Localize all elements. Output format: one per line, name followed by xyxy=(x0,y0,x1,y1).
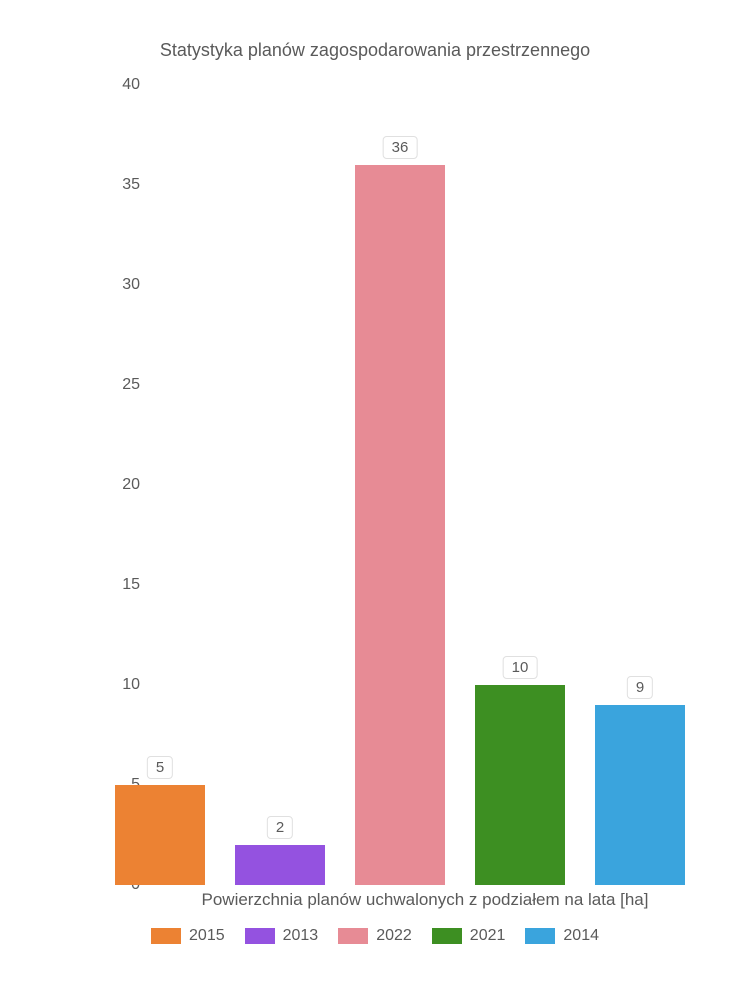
bar-value-label: 36 xyxy=(383,136,418,159)
plot-area: 5 2 36 10 9 xyxy=(100,85,700,885)
chart-title: Statystyka planów zagospodarowania przes… xyxy=(0,40,750,61)
bar xyxy=(355,165,445,885)
legend-swatch xyxy=(432,928,462,944)
bar-value-label: 2 xyxy=(267,816,293,839)
bar-value-label: 9 xyxy=(627,676,653,699)
legend-label: 2014 xyxy=(563,927,599,945)
legend: 2015 2013 2022 2021 2014 xyxy=(0,927,750,945)
legend-swatch xyxy=(151,928,181,944)
legend-item: 2014 xyxy=(525,927,599,945)
legend-label: 2013 xyxy=(283,927,319,945)
legend-item: 2013 xyxy=(245,927,319,945)
bar-value-label: 10 xyxy=(503,656,538,679)
bar xyxy=(595,705,685,885)
legend-label: 2022 xyxy=(376,927,412,945)
x-axis-title: Powierzchnia planów uchwalonych z podzia… xyxy=(50,890,750,910)
legend-label: 2021 xyxy=(470,927,506,945)
legend-swatch xyxy=(245,928,275,944)
legend-swatch xyxy=(338,928,368,944)
bar-value-label: 5 xyxy=(147,756,173,779)
bar xyxy=(115,785,205,885)
legend-item: 2022 xyxy=(338,927,412,945)
bar xyxy=(475,685,565,885)
legend-label: 2015 xyxy=(189,927,225,945)
legend-item: 2021 xyxy=(432,927,506,945)
bar xyxy=(235,845,325,885)
chart-container: Statystyka planów zagospodarowania przes… xyxy=(0,0,750,1000)
legend-item: 2015 xyxy=(151,927,225,945)
legend-swatch xyxy=(525,928,555,944)
